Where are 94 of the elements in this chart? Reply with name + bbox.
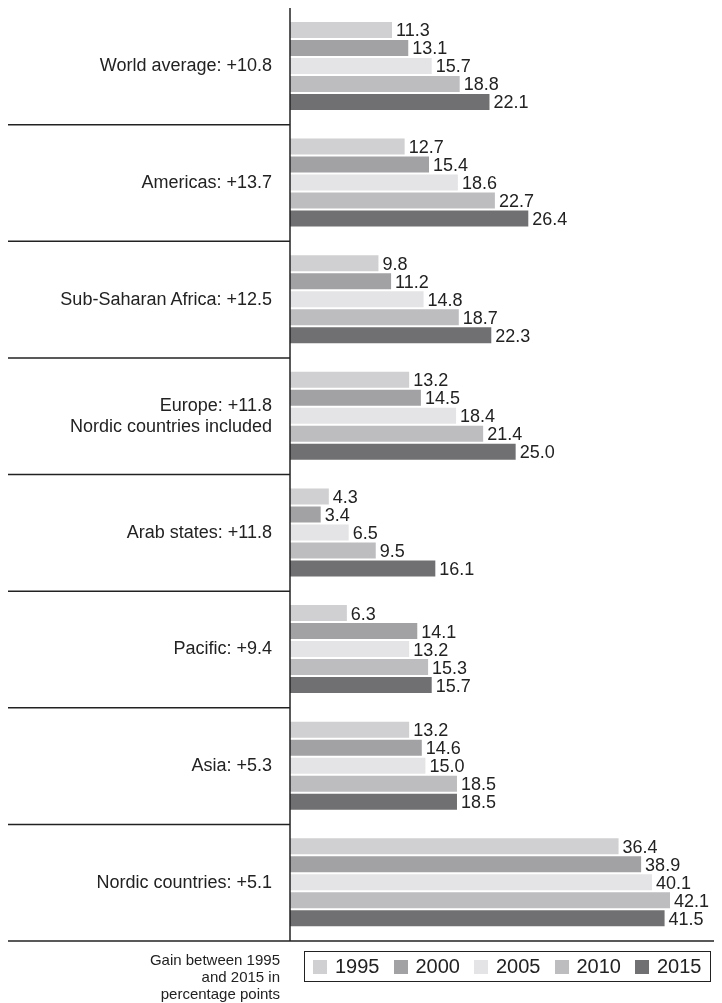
y-tick-label: Pacific: +9.4 <box>173 638 272 659</box>
legend-label: 2010 <box>575 955 621 978</box>
data-label: 40.1 <box>655 872 691 893</box>
bar <box>290 856 642 873</box>
data-label: 14.1 <box>421 621 457 642</box>
data-label: 14.5 <box>424 388 460 409</box>
bar <box>290 739 422 756</box>
data-label: 22.1 <box>493 92 529 113</box>
bar <box>290 443 516 460</box>
data-label: 18.5 <box>460 774 497 795</box>
bar <box>290 892 670 909</box>
data-label: 9.8 <box>382 253 408 274</box>
legend-label: 2015 <box>656 955 702 978</box>
bar <box>290 874 652 891</box>
legend-label: 2005 <box>495 955 541 978</box>
bar <box>290 524 349 541</box>
bar <box>290 58 432 74</box>
bar <box>290 192 495 209</box>
data-label: 18.5 <box>460 792 497 813</box>
bar <box>290 40 409 56</box>
bar <box>290 623 418 640</box>
bar <box>290 309 459 326</box>
data-label: 15.4 <box>433 155 469 176</box>
data-label: 6.3 <box>350 603 376 624</box>
data-label: 25.0 <box>519 442 555 463</box>
bar <box>290 76 460 92</box>
data-label: 36.4 <box>622 836 658 857</box>
data-label: 18.6 <box>461 173 497 194</box>
legend-label: 1995 <box>334 955 380 978</box>
bar <box>290 425 484 442</box>
bar <box>290 210 529 227</box>
data-label: 18.8 <box>463 74 499 95</box>
bar <box>290 273 392 290</box>
data-label: 42.1 <box>674 890 710 911</box>
data-label: 3.4 <box>324 504 350 525</box>
data-label: 4.3 <box>332 486 358 507</box>
bar <box>290 138 405 155</box>
data-label: 11.2 <box>395 271 429 292</box>
y-tick-label: Europe: +11.8 Nordic countries included <box>69 394 272 436</box>
data-label: 22.7 <box>498 191 534 212</box>
data-label: 22.3 <box>495 325 531 346</box>
data-label: 6.5 <box>352 522 378 543</box>
bar <box>290 506 321 523</box>
bar <box>290 838 619 855</box>
bar <box>290 21 392 38</box>
data-label: 15.7 <box>435 56 471 77</box>
data-label: 13.2 <box>413 370 449 391</box>
data-label: 14.6 <box>425 738 461 759</box>
data-label: 41.5 <box>668 908 704 929</box>
y-tick-label: World average: +10.8 <box>99 55 272 76</box>
y-tick-label: Arab states: +11.8 <box>126 521 272 542</box>
bar <box>290 255 379 272</box>
data-label: 9.5 <box>379 540 405 561</box>
bar <box>290 327 492 344</box>
data-label: 13.2 <box>413 639 449 660</box>
bar <box>290 605 347 622</box>
y-tick-label: Sub-Saharan Africa: +12.5 <box>60 288 272 309</box>
bar <box>290 910 665 927</box>
y-tick-label: Asia: +5.3 <box>191 754 272 775</box>
data-label: 21.4 <box>487 424 523 445</box>
bar <box>290 156 429 173</box>
data-label: 18.7 <box>462 307 498 328</box>
bar <box>290 721 410 738</box>
bar <box>290 488 329 505</box>
bar <box>290 560 436 577</box>
bar <box>290 291 424 308</box>
text: Gain between 1995 and 2015 in percentage points <box>148 951 280 1002</box>
legend-label: 2000 <box>414 955 460 978</box>
bar <box>290 371 410 388</box>
bar <box>290 793 457 810</box>
bar <box>290 757 426 774</box>
bar <box>290 659 429 676</box>
data-label: 38.9 <box>645 854 681 875</box>
bar <box>290 94 490 110</box>
data-label: 16.1 <box>439 558 475 579</box>
bar <box>290 389 421 406</box>
data-label: 15.3 <box>432 657 468 678</box>
bar <box>290 174 458 191</box>
data-label: 15.7 <box>435 675 471 696</box>
bar <box>290 542 376 559</box>
data-label: 13.1 <box>412 38 448 59</box>
data-label: 12.7 <box>408 137 444 158</box>
data-label: 11.3 <box>396 20 430 41</box>
bar <box>290 775 457 792</box>
bar <box>290 407 457 424</box>
data-label: 15.0 <box>429 756 465 777</box>
data-label: 26.4 <box>532 209 568 230</box>
data-label: 18.4 <box>460 406 496 427</box>
bar <box>290 641 410 658</box>
y-tick-label: Nordic countries: +5.1 <box>96 871 272 892</box>
bar <box>290 677 432 694</box>
data-label: 14.8 <box>427 289 463 310</box>
y-tick-label: Americas: +13.7 <box>141 171 272 192</box>
data-label: 13.2 <box>413 720 449 741</box>
